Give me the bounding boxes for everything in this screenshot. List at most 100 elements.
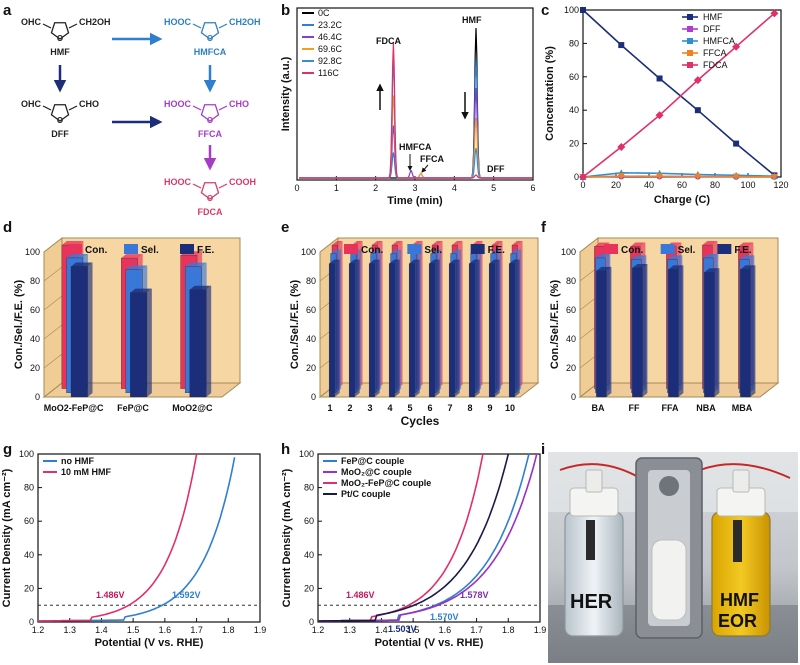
panel-letter-a: a <box>3 2 12 19</box>
bar-top <box>703 253 719 258</box>
category-label: 4 <box>387 403 392 413</box>
bar-side <box>606 266 612 397</box>
bar-fe. <box>189 289 207 398</box>
y-tick-label: 20 <box>30 363 40 373</box>
annotation-ffca: FFCA <box>420 154 444 164</box>
annotation-fdca: FDCA <box>376 36 401 46</box>
substituent-right: CH2OH <box>79 17 111 27</box>
bar-top <box>392 241 403 246</box>
bar-top <box>596 266 612 271</box>
panel-letter-b: b <box>281 2 290 19</box>
legend-swatch <box>717 244 732 254</box>
data-point <box>770 173 778 181</box>
bar-top <box>349 259 360 264</box>
y-tick-label: 80 <box>30 276 40 286</box>
bar-top <box>631 255 647 260</box>
plot-frame <box>37 453 261 623</box>
x-tick-label: 1.3 <box>63 625 76 635</box>
panel-letter-e: e <box>281 219 289 236</box>
bar-top <box>429 259 440 264</box>
y-tick-label: 60 <box>30 305 40 315</box>
legend-label: Sel. <box>424 245 442 256</box>
y-axis-label: Con./Sel./F.E. (%) <box>549 280 561 370</box>
panel-letter-g: g <box>3 441 12 458</box>
x-tick-label: 3 <box>412 183 417 193</box>
grid-line <box>43 353 63 369</box>
bar-top <box>330 249 342 254</box>
category-label: FFA <box>662 403 679 413</box>
y-tick-label: 20 <box>566 363 576 373</box>
arrow-ffca <box>421 164 429 173</box>
x-tick-label: 1.2 <box>32 625 45 635</box>
bar-fe. <box>70 266 88 398</box>
molecule-name: HMF <box>50 47 70 57</box>
x-tick-label: 1.6 <box>439 625 452 635</box>
x-tick-label: 4 <box>452 183 457 193</box>
panel-letter-h: h <box>281 441 290 458</box>
y-tick-label: 100 <box>299 449 314 459</box>
bar-side <box>334 259 340 397</box>
panel-a-reaction-scheme: O OHC CH2OH HMF O HOOC CH2OH HMFCA O OHC CHO DFF O HO… <box>21 17 261 217</box>
bar-top <box>189 285 212 290</box>
panel-letter-d: d <box>3 219 12 236</box>
bar-fe. <box>468 263 475 398</box>
bar-fe. <box>668 269 679 398</box>
data-point <box>617 173 625 180</box>
legend-label: Sel. <box>141 245 159 256</box>
substituent-left: HOOC <box>164 177 192 187</box>
bond-right <box>68 105 78 111</box>
bar-top <box>738 242 754 247</box>
grid-line <box>319 237 339 253</box>
red-wire <box>559 463 641 479</box>
bar-top <box>66 253 88 258</box>
x-axis-label: Time (min) <box>387 195 443 207</box>
x-tick-label: 1.9 <box>534 625 547 635</box>
molecule-hmfca: O HOOC CH2OH HMFCA <box>164 17 261 57</box>
y-axis-label: Con./Sel./F.E. (%) <box>289 280 301 370</box>
category-label: 3 <box>367 403 372 413</box>
bond-left <box>192 183 202 189</box>
y-tick-label: 80 <box>569 38 579 48</box>
bar-top <box>509 259 520 264</box>
molecule-ffca: O HOOC CHO FFCA <box>164 99 249 139</box>
y-tick-label: 100 <box>301 247 316 257</box>
data-point <box>770 9 779 18</box>
data-point <box>732 42 741 51</box>
x-tick-label: 1.7 <box>190 625 203 635</box>
x-tick-label: 100 <box>740 180 755 190</box>
legend-swatch <box>660 244 675 254</box>
panel-letter-i: i <box>541 441 545 458</box>
y-tick-label: 20 <box>569 139 579 149</box>
legend-label: F.E. <box>734 245 751 256</box>
category-label: FF <box>629 403 640 413</box>
substituent-right: CHO <box>79 99 99 109</box>
bar-fe. <box>408 263 415 398</box>
data-point <box>656 173 664 180</box>
bar-top <box>409 259 420 264</box>
bar-top <box>452 241 463 246</box>
category-label: NBA <box>696 403 716 413</box>
polarization-curve-0 <box>38 457 236 622</box>
legend-label: 46.4C <box>318 32 343 42</box>
bar-top <box>372 241 383 246</box>
y-tick-label: 40 <box>306 334 316 344</box>
y-tick-label: 40 <box>304 550 314 560</box>
bar-side <box>642 263 648 397</box>
bar-top <box>185 262 207 267</box>
bond-right <box>218 183 228 189</box>
grid-line <box>43 324 63 340</box>
panel-letter-c: c <box>541 2 549 19</box>
category-label: 9 <box>487 403 492 413</box>
clamp-screw <box>659 476 679 496</box>
bar-top <box>739 255 755 260</box>
bar-side <box>394 259 400 397</box>
annotation-label: 1.486V <box>96 590 125 600</box>
legend-label: HMF <box>703 12 723 22</box>
panel-letter-f: f <box>541 219 547 236</box>
bond-left <box>42 23 52 29</box>
annotation-hmf: HMF <box>462 15 482 25</box>
right-electrode <box>733 520 742 562</box>
substituent-left: OHC <box>21 17 42 27</box>
data-point <box>693 76 702 85</box>
bar-side <box>678 265 684 397</box>
